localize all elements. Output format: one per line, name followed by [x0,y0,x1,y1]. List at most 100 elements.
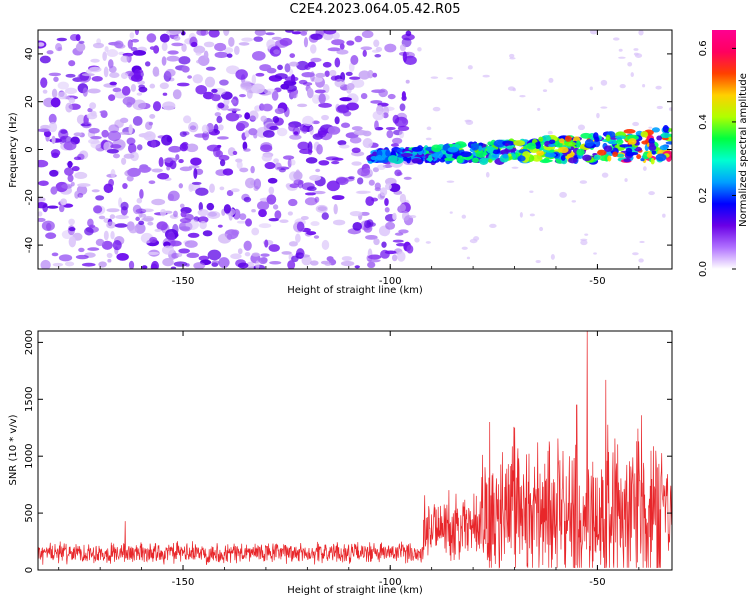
spectrogram-cell [179,218,192,223]
colorbar-gradient [712,30,736,269]
spectrogram-cell [173,210,178,218]
spectrogram-cell [39,55,51,64]
spectrogram-cell [181,65,190,73]
spectrogram-cell [313,235,320,239]
spectrogram-cell [200,30,207,36]
spectrogram-cell [255,260,260,269]
spectrogram-cell [132,115,143,126]
spectrogram-cell [636,154,642,160]
spectrogram-cell [304,64,311,70]
spectrogram-cell [169,240,182,247]
spectrogram-cell [329,69,337,77]
spectrogram-cell [425,137,432,141]
spectrogram-cell [91,76,103,82]
spectrogram-cell [166,55,180,62]
spectrogram-cell [304,192,317,196]
spectrogram-cell [128,226,138,234]
spectrogram-cell [115,214,129,220]
spectrogram-cell [130,151,139,162]
spectrogram-cell [38,217,46,222]
spectrogram-cell [140,213,147,218]
spectrogram-cell [298,79,308,85]
spectrogram-cell [180,211,187,218]
spectrogram-cell [272,116,280,124]
spectrogram-cell [161,245,175,255]
spectrogram-cell [310,71,315,82]
spectrogram-cell [178,183,184,189]
spectrogram-cell [74,171,88,180]
spectrogram-cell [243,240,252,251]
spectrogram-cell [101,240,113,250]
spectrogram-cell [656,135,663,141]
spectrogram-cell [296,103,308,108]
spectrogram-cell [322,61,332,68]
spectrogram-cell [548,77,554,83]
spectrogram-cell [594,136,600,142]
spectrogram-cell [71,166,80,172]
spectrogram-cell [473,236,480,241]
spectrogram-cell [399,44,406,52]
spectrogram-cell [640,158,645,162]
spectrogram-cell [238,42,250,46]
spectrogram-cell [639,240,645,244]
spectrogram-cell [75,42,86,52]
spectrogram-cell [339,97,352,102]
spectrogram-cell [219,159,226,167]
spectrogram-cell [230,253,242,260]
spectrogram-x-tick-label: -150 [172,276,195,287]
spectrogram-cell [268,218,279,222]
spectrogram-cell [122,183,128,189]
spectrogram-cell [447,146,459,153]
spectrogram-cell [288,241,298,247]
spectrogram-cell [593,252,597,255]
spectrogram-cell [354,35,363,43]
spectrogram-cell [472,157,480,163]
colorbar: 0.0 0.2 0.4 0.6 Normalized spectral amplitu… [698,30,749,277]
spectrogram-cell [223,30,230,36]
spectrogram-cell [223,204,231,214]
spectrogram-cell [305,157,318,164]
spectrogram-cell [184,240,198,248]
snr-y-tick-label: 2000 [24,330,35,355]
spectrogram-cell [373,238,380,246]
spectrogram-cell [86,112,98,120]
spectrogram-cell [58,128,69,140]
spectrogram-cell [188,165,200,169]
spectrogram-cell [217,102,225,109]
spectrogram-y-tick-label: 40 [24,48,35,61]
spectrogram-cell [185,143,199,153]
spectrogram-cell [264,239,269,248]
spectrogram-cell [387,155,398,163]
spectrogram-cell [310,33,323,40]
spectrogram-cell [430,76,439,79]
spectrogram-cell [206,211,221,219]
spectrogram-cell [427,154,433,163]
spectrogram-cell [91,189,100,193]
spectrogram-cell [138,84,146,89]
spectrogram-cell [488,159,493,163]
spectrogram-cell [289,53,296,58]
spectrogram-cell [288,61,299,67]
spectrogram-cell [176,252,183,258]
spectrogram-cell [261,103,273,112]
spectrogram-cell [289,183,300,189]
spectrogram-cell [183,115,192,124]
spectrogram-cell [597,149,607,156]
spectrogram-cell [248,128,258,136]
spectrogram-cell [600,106,608,109]
spectrogram-cell [549,139,556,144]
spectrogram-cell [367,70,374,79]
spectrogram-cell [237,248,243,255]
spectrogram-cell [49,169,59,177]
spectrogram-cell [228,36,235,47]
spectrogram-cell [104,46,109,53]
spectrogram-cell [38,180,49,186]
spectrogram-cell [176,82,190,87]
spectrogram-cell [216,144,222,148]
spectrogram-cell [149,113,156,119]
spectrogram-cell [662,124,669,133]
spectrogram-cell [384,250,397,255]
spectrogram-cell [334,57,341,68]
spectrogram-cell [398,130,405,139]
